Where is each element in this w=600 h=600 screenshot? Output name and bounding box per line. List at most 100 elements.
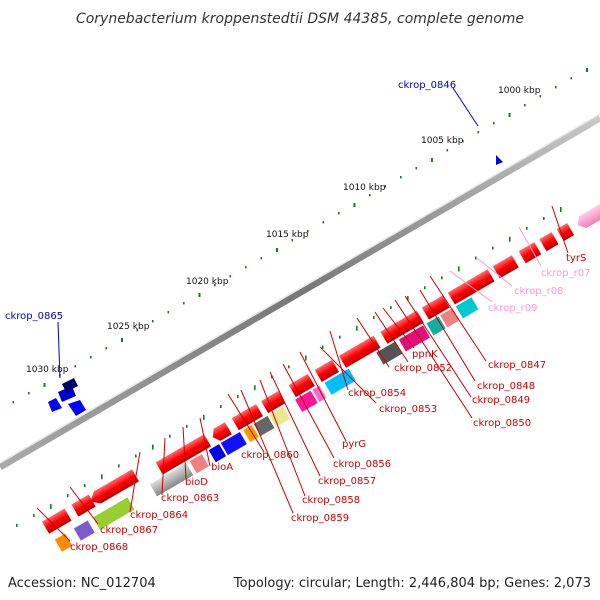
inner-tick: [373, 315, 375, 319]
kbp-label: 1030 kbp: [26, 365, 69, 375]
gene-label-ckrop-0854[interactable]: ckrop_0854: [348, 388, 406, 399]
gene-label-ckrop-0863[interactable]: ckrop_0863: [161, 493, 219, 504]
gene-arrow[interactable]: [220, 431, 247, 456]
gene-arrow[interactable]: [421, 295, 450, 320]
inner-tick: [339, 335, 341, 339]
gene-arrow[interactable]: [314, 359, 340, 382]
gene-arrow[interactable]: [149, 463, 194, 497]
genome-title: Corynebacterium kroppenstedtii DSM 44385…: [76, 11, 524, 27]
ruler-dot: [90, 356, 92, 359]
gene-arrow[interactable]: [398, 325, 431, 352]
gene-label-ckrop-0849[interactable]: ckrop_0849: [472, 395, 530, 406]
gene-label-ckrop-0847[interactable]: ckrop_0847: [488, 360, 546, 371]
gene-label-ckrop-0856[interactable]: ckrop_0856: [333, 459, 391, 470]
callout-lines: [36, 87, 569, 542]
inner-tick: [288, 365, 290, 369]
gene-label-ckrop-0853[interactable]: ckrop_0853: [379, 404, 437, 415]
gene-arrow[interactable]: [539, 232, 559, 252]
gene-arrow[interactable]: [518, 242, 542, 264]
kbp-label: 1000 kbp: [498, 86, 541, 96]
gene-label-ckrop-r09[interactable]: ckrop_r09: [488, 303, 537, 314]
ruler-dot: [462, 140, 464, 143]
gene-arrow[interactable]: [189, 454, 209, 474]
ruler-dot: [539, 95, 542, 98]
gene-arrow[interactable]: [338, 335, 381, 368]
gene-arrow[interactable]: [295, 390, 318, 412]
gene-arrow[interactable]: [42, 508, 72, 534]
ruler-dot: [338, 212, 340, 215]
ckrop-0846-marker[interactable]: [496, 155, 503, 165]
ruler-dot: [586, 68, 588, 72]
gene-label-ckrop-0852[interactable]: ckrop_0852: [394, 363, 452, 374]
kbp-label: 1025 kbp: [107, 322, 150, 332]
gene-label-ckrop-r07[interactable]: ckrop_r07: [541, 268, 590, 279]
gene-label-ckrop-0865[interactable]: ckrop_0865: [5, 311, 63, 322]
gene-label-ckrop-0848[interactable]: ckrop_0848: [477, 381, 535, 392]
gene-arrow[interactable]: [380, 310, 424, 344]
inner-tick: [543, 216, 545, 220]
gene-arrow[interactable]: [261, 391, 286, 414]
gene-label-ckrop-0859[interactable]: ckrop_0859: [291, 513, 349, 524]
gene-arrow[interactable]: [92, 497, 135, 530]
ruler-dot: [28, 392, 30, 395]
gene-arrow[interactable]: [492, 255, 519, 279]
ruler-dot: [74, 365, 77, 368]
ckrop-0865-cluster[interactable]: [48, 378, 86, 416]
gene-label-pyrg[interactable]: pyrG: [342, 439, 366, 450]
inner-tick: [526, 226, 528, 230]
inner-tick: [492, 246, 494, 250]
reverse-strand-genes[interactable]: [42, 124, 600, 539]
gene-arrow[interactable]: [288, 373, 315, 398]
gene-arrow[interactable]: [556, 223, 575, 242]
gene-label-ckrop-0867[interactable]: ckrop_0867: [100, 525, 158, 536]
ruler-dot: [446, 149, 449, 152]
gene-arrow[interactable]: [208, 444, 227, 463]
gene-arrow[interactable]: [426, 316, 446, 336]
ruler-dot: [260, 257, 263, 260]
gene-arrow[interactable]: [87, 469, 139, 507]
ruler-dot: [43, 383, 46, 387]
ruler-dot: [415, 167, 418, 170]
gene-arrow[interactable]: [54, 533, 73, 552]
inner-tick: [407, 296, 409, 302]
inner-tick: [67, 494, 69, 498]
gene-arrow[interactable]: [209, 422, 232, 443]
gene-arrow[interactable]: [312, 385, 327, 402]
ruler-dot: [431, 158, 433, 162]
ruler-dot: [229, 275, 232, 278]
ruler-dot: [508, 113, 511, 117]
gene-label-tyrs[interactable]: tyrS: [566, 253, 586, 264]
inner-tick: [84, 484, 86, 488]
inner-tick: [254, 385, 256, 391]
gene-arrow[interactable]: [73, 520, 95, 541]
gene-label-biod[interactable]: bioD: [185, 477, 208, 488]
gene-label-ckrop-0864[interactable]: ckrop_0864: [130, 510, 188, 521]
gene-label-ckrop-0846[interactable]: ckrop_0846: [398, 80, 456, 91]
gene-arrow[interactable]: [155, 434, 212, 475]
ruler-dot: [291, 239, 294, 242]
ruler-dot: [12, 401, 15, 404]
inner-tick: [152, 444, 154, 450]
gene-arrow[interactable]: [231, 404, 263, 431]
gene-label-bioa[interactable]: bioA: [211, 462, 233, 473]
gene-label-ckrop-0860[interactable]: ckrop_0860: [241, 450, 299, 461]
inner-tick: [33, 513, 35, 517]
ruler-dot: [307, 230, 309, 233]
ruler-dot: [198, 293, 201, 297]
gene-label-ckrop-0850[interactable]: ckrop_0850: [473, 418, 531, 429]
ruler-dot: [214, 284, 216, 287]
inner-tick: [220, 405, 222, 408]
gene-label-ckrop-r08[interactable]: ckrop_r08: [514, 286, 563, 297]
ruler-dot: [183, 302, 185, 305]
gene-arrow[interactable]: [269, 406, 291, 427]
gene-label-ppnk[interactable]: ppnK: [412, 349, 438, 360]
gene-label-ckrop-0857[interactable]: ckrop_0857: [318, 476, 376, 487]
inner-tick: [390, 306, 392, 309]
gene-arrow[interactable]: [455, 297, 479, 319]
rrna-arrow[interactable]: [574, 191, 600, 231]
gene-label-ckrop-0868[interactable]: ckrop_0868: [70, 542, 128, 553]
gene-arrow[interactable]: [376, 341, 403, 365]
gene-label-ckrop-0858[interactable]: ckrop_0858: [302, 495, 360, 506]
kbp-ruler: [12, 68, 588, 404]
